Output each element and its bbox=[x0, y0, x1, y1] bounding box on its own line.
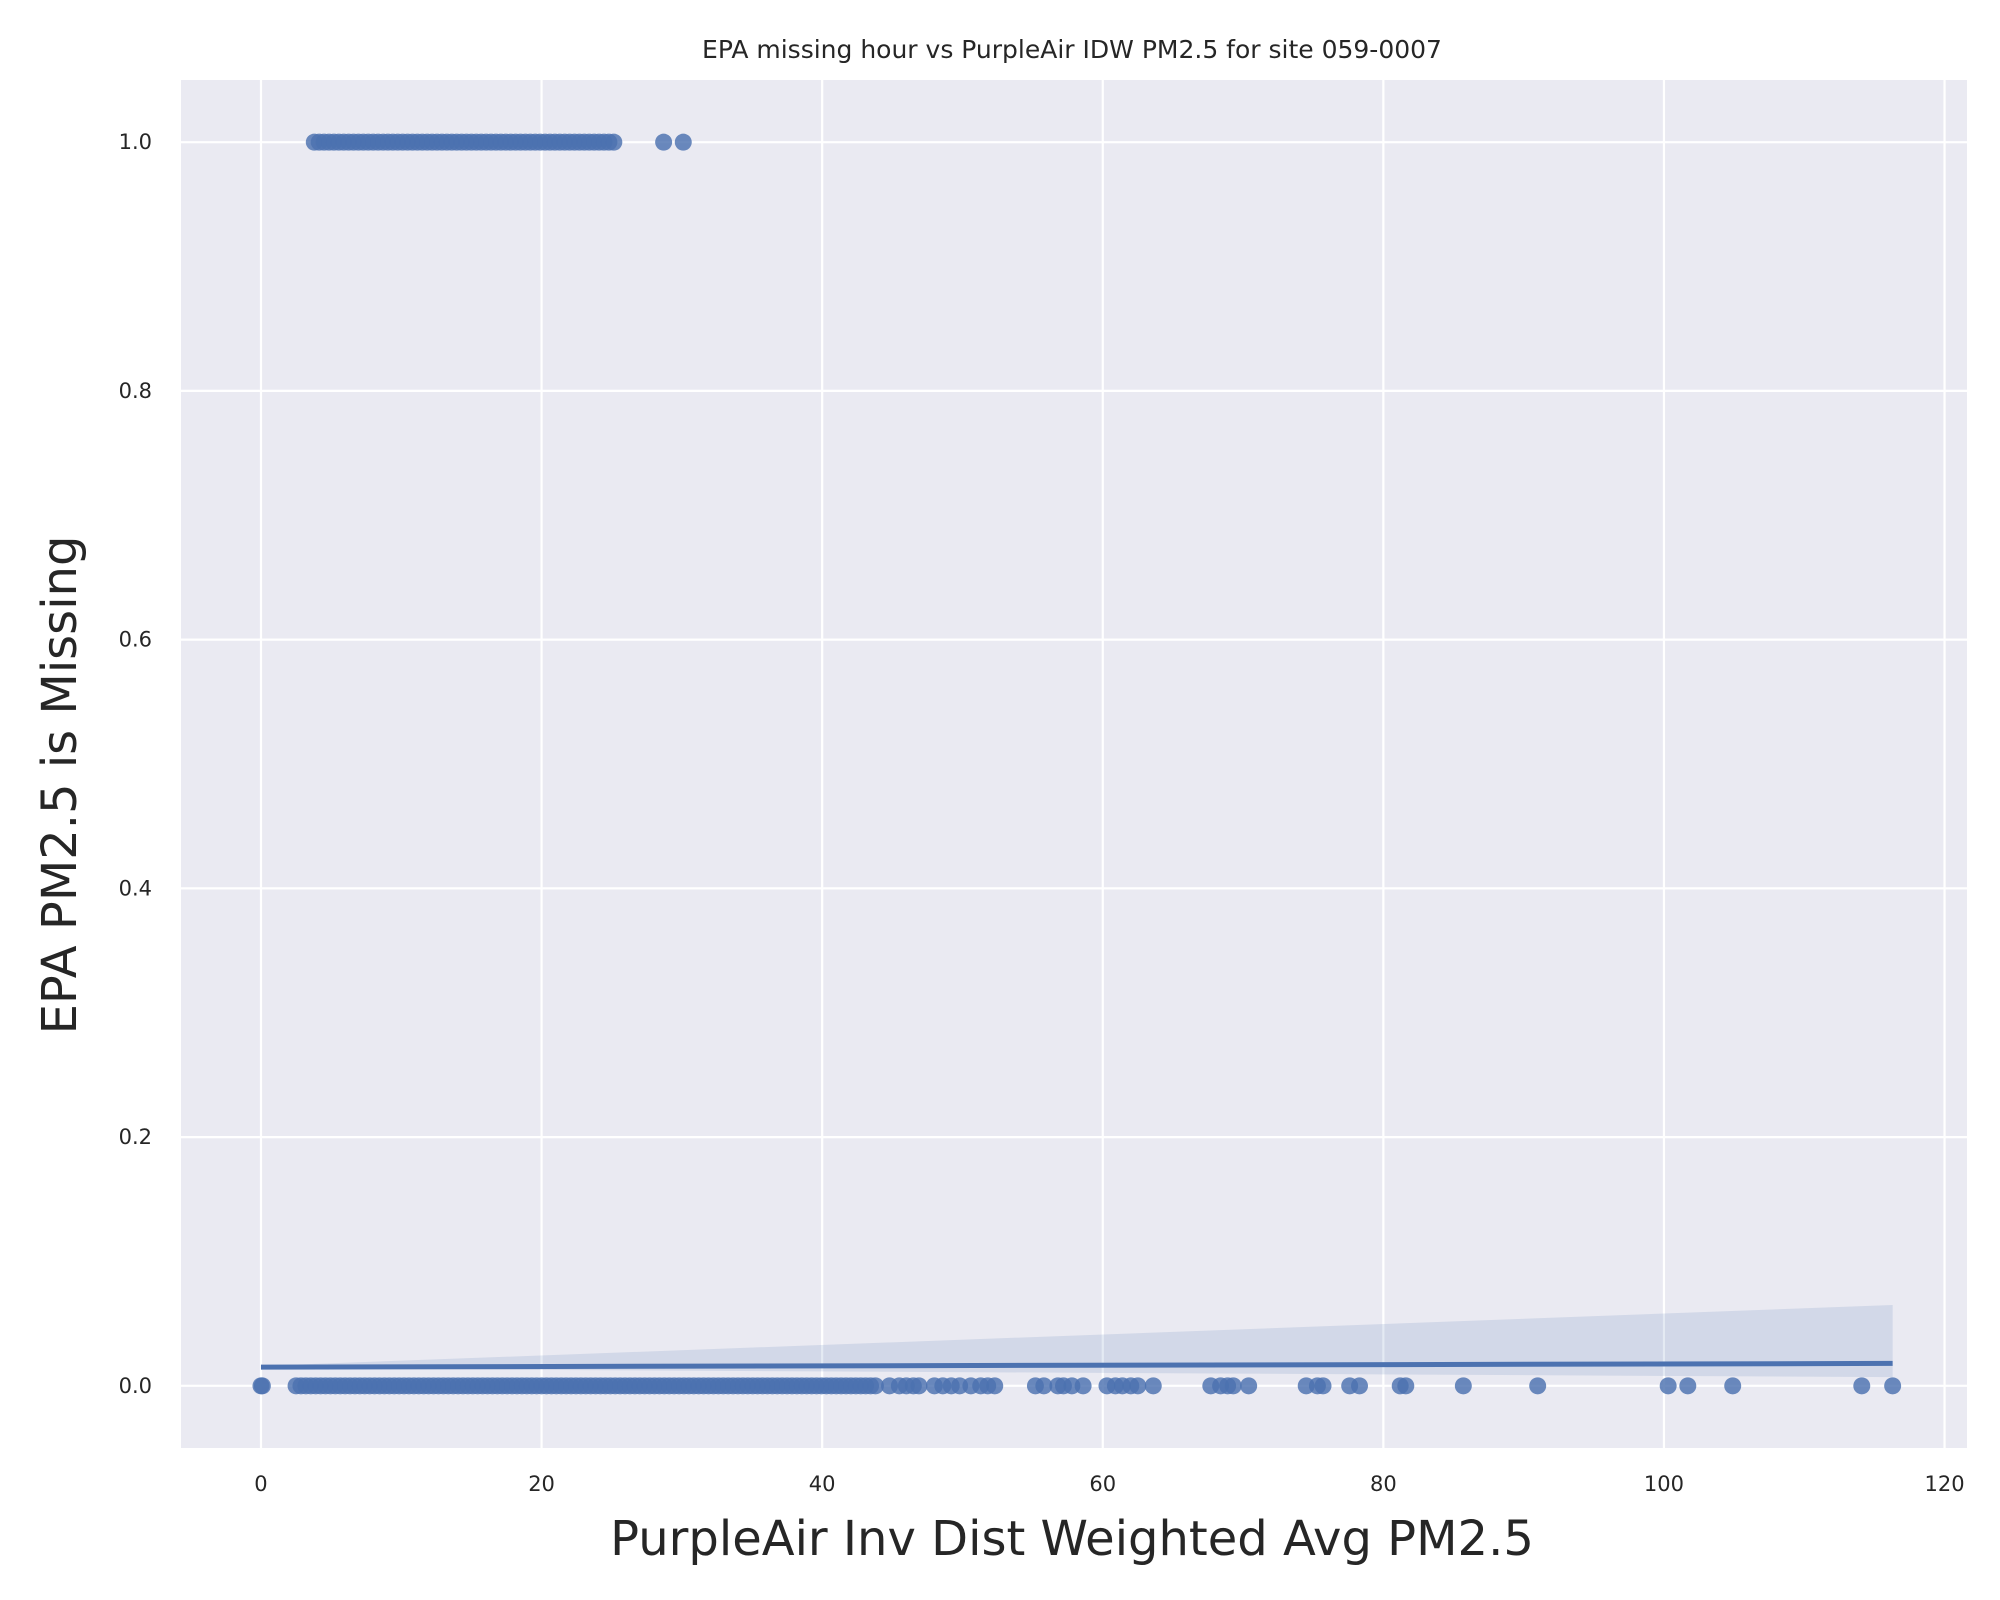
data-point bbox=[1074, 1377, 1092, 1395]
x-axis-label: PurpleAir Inv Dist Weighted Avg PM2.5 bbox=[610, 1511, 1534, 1567]
x-tick-label: 120 bbox=[1925, 1472, 1965, 1496]
y-tick-label: 0.4 bbox=[119, 876, 152, 900]
y-tick-label: 0.8 bbox=[119, 379, 152, 403]
data-point bbox=[1724, 1377, 1742, 1395]
chart-title: EPA missing hour vs PurpleAir IDW PM2.5 … bbox=[702, 35, 1442, 64]
data-point bbox=[1397, 1377, 1415, 1395]
data-point bbox=[1529, 1377, 1547, 1395]
x-tick-label: 40 bbox=[809, 1472, 836, 1496]
data-point bbox=[1224, 1377, 1242, 1395]
data-point bbox=[1240, 1377, 1258, 1395]
x-tick-label: 20 bbox=[528, 1472, 555, 1496]
x-tick-label: 100 bbox=[1644, 1472, 1684, 1496]
x-tick-labels: 0 20 40 60 80 100 120 bbox=[254, 1472, 1964, 1496]
x-tick-label: 60 bbox=[1089, 1472, 1116, 1496]
data-point bbox=[1144, 1377, 1162, 1395]
data-point bbox=[1884, 1377, 1902, 1395]
x-tick-label: 0 bbox=[254, 1472, 267, 1496]
data-points bbox=[252, 133, 1902, 1395]
regression-line bbox=[260, 1360, 1893, 1370]
y-tick-label: 0.2 bbox=[119, 1125, 152, 1149]
plot-area bbox=[181, 80, 1967, 1448]
data-point bbox=[1679, 1377, 1697, 1395]
data-point bbox=[605, 133, 623, 151]
regression-ci-band bbox=[260, 1304, 1893, 1378]
x-tick-label: 80 bbox=[1370, 1472, 1397, 1496]
data-point bbox=[1853, 1377, 1871, 1395]
y-axis-label: EPA PM2.5 is Missing bbox=[32, 536, 88, 1035]
data-point bbox=[866, 1377, 884, 1395]
y-tick-label: 1.0 bbox=[119, 130, 152, 154]
regression-line-path bbox=[260, 1360, 1893, 1370]
data-point bbox=[1659, 1377, 1677, 1395]
data-point bbox=[986, 1377, 1004, 1395]
data-point bbox=[1129, 1377, 1147, 1395]
data-point bbox=[253, 1377, 271, 1395]
data-point bbox=[910, 1377, 928, 1395]
data-point bbox=[1035, 1377, 1053, 1395]
y-tick-label: 0.6 bbox=[119, 628, 152, 652]
y-tick-labels: 0.0 0.2 0.4 0.6 0.8 1.0 bbox=[119, 130, 152, 1398]
data-point bbox=[674, 133, 692, 151]
y-tick-label: 0.0 bbox=[119, 1374, 152, 1398]
data-point bbox=[1314, 1377, 1332, 1395]
data-point bbox=[1351, 1377, 1369, 1395]
data-point bbox=[1454, 1377, 1472, 1395]
confidence-band bbox=[260, 1304, 1893, 1378]
data-point bbox=[655, 133, 673, 151]
